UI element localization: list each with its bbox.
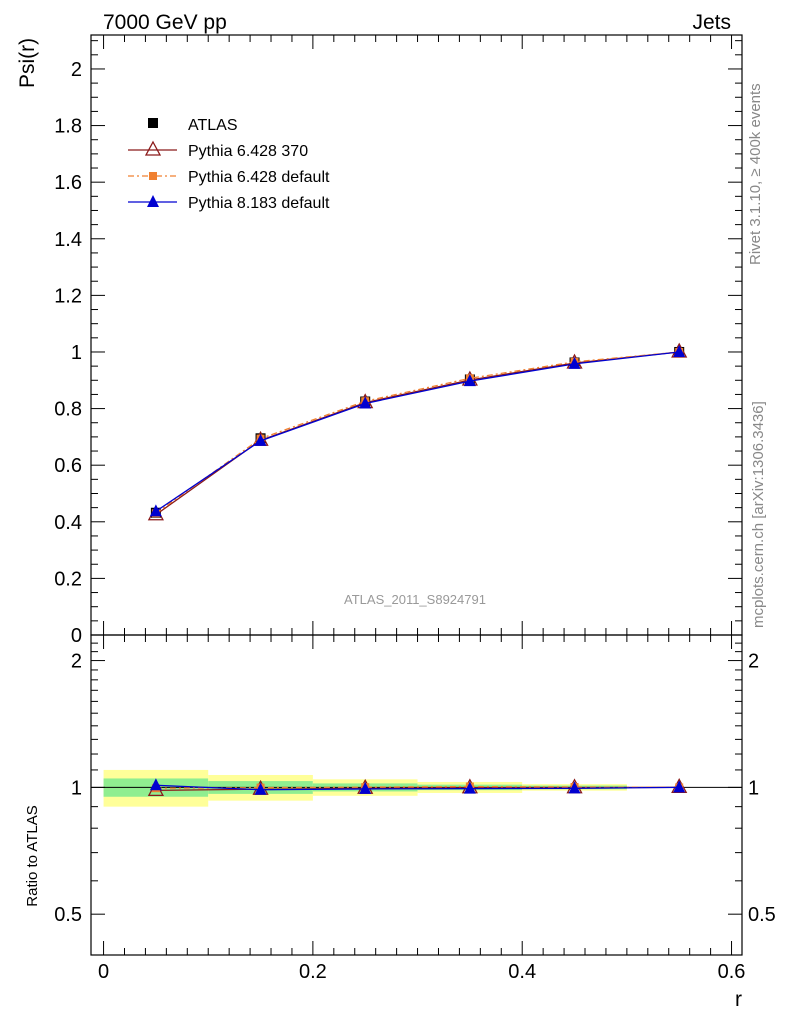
y-tick-label-0: 0 (71, 625, 82, 647)
header-left: 7000 GeV pp (103, 11, 227, 34)
legend-pythia6-370-marker (144, 140, 162, 156)
ratio-tick-label-2: 2 (71, 651, 82, 673)
series-point-pythia-8-183-default (254, 433, 267, 446)
y-tick-label-0-8: 0.8 (54, 399, 82, 421)
header-right: Jets (692, 11, 731, 34)
legend-entry-pythia6-370: Pythia 6.428 370 (128, 140, 308, 160)
ratio-panel: 0 0.2 0.4 0.6 0.5 0.5 1 1 2 2 (54, 634, 776, 983)
ratio-tick-label-0-5: 0.5 (54, 904, 82, 926)
legend-pythia6-default-marker (149, 172, 157, 180)
y-tick-label-0-2: 0.2 (54, 568, 82, 590)
ratio-point-pythia-8-183-default (463, 781, 476, 794)
y-axis-label: Psi(r) (16, 38, 39, 88)
y-tick-label-1-4: 1.4 (54, 229, 82, 251)
x-tick-label-0: 0 (98, 961, 109, 983)
series-point-pythia-8-183-default (359, 396, 372, 409)
y-tick-label-0-4: 0.4 (54, 512, 82, 534)
legend: ATLAS Pythia 6.428 370 Pythia 6.428 defa… (128, 117, 330, 212)
ratio-line-pythia-8-183-default (155, 784, 680, 791)
ratio-frame (90, 634, 743, 956)
x-axis-label: r (735, 988, 742, 1011)
series-point-pythia-8-183-default (463, 374, 476, 387)
analysis-watermark: ATLAS_2011_S8924791 (344, 592, 486, 607)
y-tick-label-1-6: 1.6 (54, 172, 82, 194)
legend-pythia8-default-label: Pythia 8.183 default (188, 195, 330, 212)
legend-entry-pythia8-default: Pythia 8.183 default (128, 195, 330, 212)
x-tick-label-0-4: 0.4 (508, 961, 536, 983)
legend-pythia8-default-marker (147, 195, 159, 207)
legend-atlas-marker (148, 118, 158, 128)
ratio-point-pythia-8-183-default (359, 781, 372, 794)
x-tick-label-0-2: 0.2 (299, 961, 327, 983)
ratio-tick-label-right-2: 2 (748, 651, 759, 673)
ratio-point-pythia-8-183-default (149, 778, 162, 791)
ratio-point-pythia-8-183-default (673, 780, 686, 793)
main-panel: 0 0.2 0.4 0.6 0.8 1 1.2 1.4 1.6 1.8 2 (54, 34, 743, 647)
series-point-pythia-8-183-default (568, 356, 581, 369)
ratio-line-pythia-6-428-default (155, 785, 680, 789)
series-line-pythia-6-428-default (155, 351, 680, 514)
legend-entry-pythia6-default: Pythia 6.428 default (128, 169, 330, 186)
series-point-pythia-8-183-default (673, 344, 686, 357)
y-tick-label-2: 2 (71, 59, 82, 81)
ratio-tick-label-right-1: 1 (748, 777, 759, 799)
ratio-tick-label-1: 1 (71, 777, 82, 799)
mcplots-label: mcplots.cern.ch [arXiv:1306.3436] (750, 401, 767, 628)
legend-pythia6-370-label: Pythia 6.428 370 (188, 143, 308, 160)
legend-pythia6-default-label: Pythia 6.428 default (188, 169, 330, 186)
ratio-tick-label-right-0-5: 0.5 (748, 904, 776, 926)
ratio-point-pythia-8-183-default (254, 782, 267, 795)
series-line-pythia-6-428-370 (155, 351, 680, 516)
legend-atlas-label: ATLAS (188, 117, 238, 134)
ratio-y-axis-label: Ratio to ATLAS (24, 805, 41, 906)
series-point-pythia-8-183-default (149, 504, 162, 517)
rivet-label: Rivet 3.1.10, ≥ 400k events (747, 83, 764, 265)
y-tick-label-0-6: 0.6 (54, 455, 82, 477)
y-tick-label-1-8: 1.8 (54, 116, 82, 138)
legend-entry-atlas: ATLAS (148, 117, 238, 134)
ratio-point-pythia-8-183-default (568, 781, 581, 794)
x-tick-label-0-6: 0.6 (718, 961, 746, 983)
y-tick-label-1: 1 (71, 342, 82, 364)
y-tick-label-1-2: 1.2 (54, 285, 82, 307)
series-line-pythia-8-183-default (155, 351, 680, 512)
